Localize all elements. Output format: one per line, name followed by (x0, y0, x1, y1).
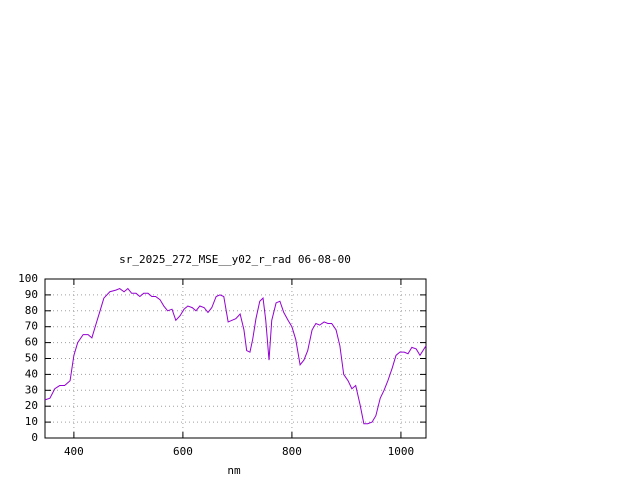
y-tick-label: 60 (25, 336, 38, 349)
y-tick-label: 80 (25, 304, 38, 317)
y-tick-label: 90 (25, 288, 38, 301)
y-tick-label: 10 (25, 415, 38, 428)
y-tick-label: 20 (25, 399, 38, 412)
data-line (44, 287, 427, 425)
plot-border (44, 278, 427, 439)
y-tick-label: 70 (25, 320, 38, 333)
x-tick-label: 1000 (388, 445, 415, 458)
y-tick-label: 0 (31, 431, 38, 444)
y-tick-label: 100 (18, 272, 38, 285)
y-tick-label: 50 (25, 352, 38, 365)
x-tick-label: 800 (282, 445, 302, 458)
x-tick-label: 400 (64, 445, 84, 458)
y-tick-label: 40 (25, 367, 38, 380)
y-tick-label: 30 (25, 383, 38, 396)
x-axis-label: nm (227, 464, 241, 477)
x-tick-label: 600 (173, 445, 193, 458)
chart-title: sr_2025_272_MSE__y02_r_rad 06-08-00 (119, 253, 351, 266)
